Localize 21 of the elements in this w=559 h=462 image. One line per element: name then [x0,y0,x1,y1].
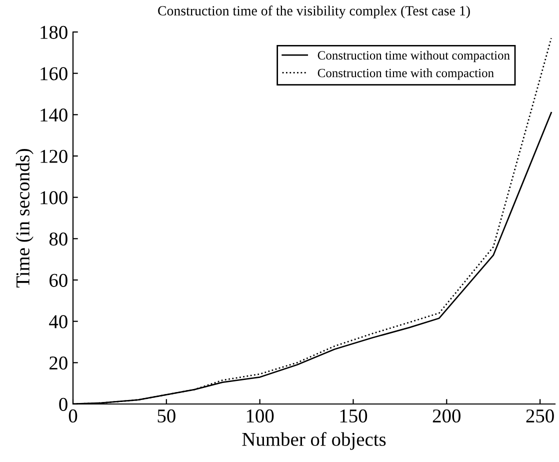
y-axis-title: Time (in seconds) [16,149,34,288]
y-tick-label: 60 [50,274,68,287]
x-tick-label: 250 [526,409,554,423]
y-tick-label: 80 [49,232,68,246]
y-tick-label: 140 [40,108,68,122]
x-axis-title: Number of objects [242,432,386,450]
chart-title: Construction time of the visibility complex (Test case 1) [158,6,470,18]
y-tick-label: 160 [40,67,68,80]
x-tick-label: 150 [340,409,368,423]
y-tick-label: 180 [40,26,68,39]
x-tick-label: 50 [158,409,176,423]
legend-label: Construction time without compaction [318,50,510,62]
y-tick-label: 20 [50,356,68,370]
x-tick-label: 100 [246,409,274,423]
y-tick-label: 40 [49,315,68,328]
legend-label: Construction time with compaction [318,68,494,80]
x-tick-label: 200 [432,409,460,423]
x-tick-label: 0 [68,409,78,423]
y-tick-label: 120 [40,150,68,163]
y-tick-label: 0 [59,398,68,411]
y-tick-label: 100 [40,191,68,204]
